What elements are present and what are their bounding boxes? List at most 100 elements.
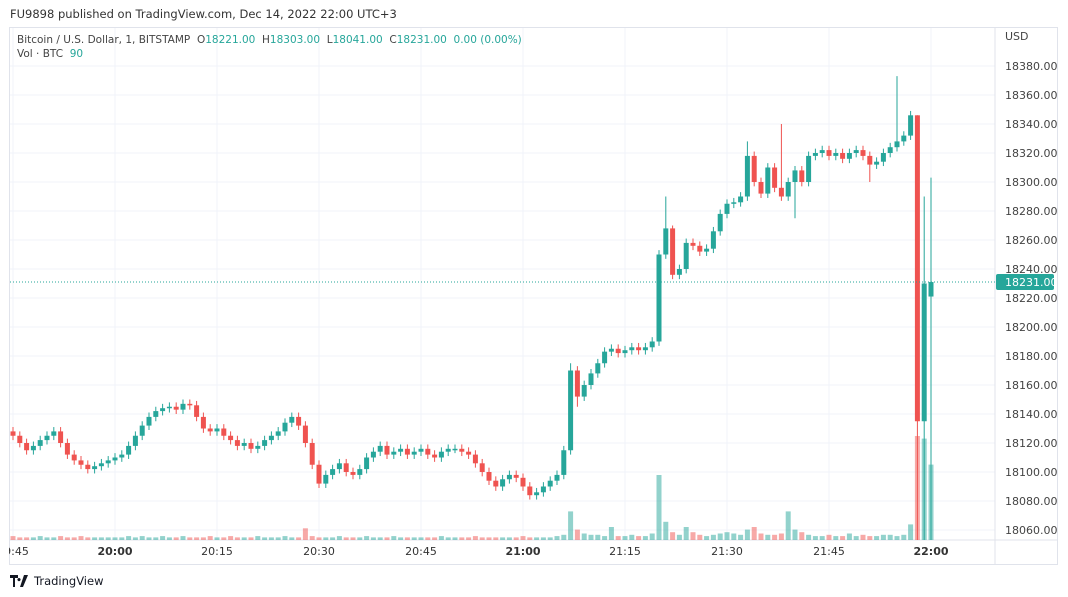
volume-bar	[493, 537, 499, 540]
candle-up	[704, 248, 710, 252]
volume-bar	[500, 537, 506, 540]
volume-bar	[642, 536, 648, 540]
candle-down	[384, 445, 390, 455]
volume-bar	[418, 537, 424, 540]
candle-down	[221, 428, 227, 436]
candle-down	[309, 443, 315, 465]
candle-up	[119, 454, 125, 458]
volume-bar	[146, 537, 152, 540]
candle-up	[765, 167, 771, 194]
volume-bar	[214, 537, 220, 540]
volume-bar	[37, 536, 43, 540]
volume-bar	[758, 533, 764, 540]
candle-down	[493, 480, 499, 487]
candle-down	[697, 245, 703, 252]
y-tick-label: 18360.00	[1005, 89, 1058, 102]
candle-up	[255, 445, 261, 449]
candle-up	[738, 196, 744, 203]
y-tick-label: 18320.00	[1005, 147, 1058, 160]
volume-bar	[330, 537, 336, 540]
volume-bar	[887, 534, 893, 540]
change-value: 0.00 (0.00%)	[453, 34, 522, 46]
volume-bar	[377, 537, 383, 540]
low-label: L	[326, 34, 333, 46]
volume-bar	[336, 536, 342, 540]
volume-label: Vol · BTC	[17, 48, 64, 60]
candle-down	[840, 153, 846, 159]
candle-up	[105, 460, 111, 464]
volume-bar	[649, 533, 655, 540]
candle-up	[901, 135, 907, 142]
volume-bar	[411, 537, 417, 540]
candle-up	[445, 448, 451, 452]
candle-up	[282, 422, 288, 432]
volume-bar	[187, 537, 193, 540]
ohlc-row: Bitcoin / U.S. Dollar, 1, BITSTAMP O1822…	[17, 33, 522, 47]
candle-down	[64, 443, 70, 455]
candle-up	[887, 147, 893, 153]
candle-up	[792, 170, 798, 182]
x-tick-label: 21:15	[609, 545, 641, 558]
candle-up	[534, 492, 540, 496]
candle-up	[874, 161, 880, 165]
volume-bar	[846, 533, 852, 540]
volume-bar	[731, 533, 737, 540]
candle-up	[153, 411, 159, 417]
candle-down	[194, 405, 200, 417]
candle-down	[670, 228, 676, 275]
volume-bar	[513, 537, 519, 540]
candle-down	[513, 474, 519, 478]
volume-bar	[309, 536, 315, 540]
volume-bar	[255, 536, 261, 540]
published-caption: FU9898 published on TradingView.com, Dec…	[10, 7, 397, 21]
candle-up	[132, 435, 138, 446]
volume-bar	[874, 536, 880, 540]
y-tick-label: 18160.00	[1005, 379, 1058, 392]
candle-up	[180, 403, 186, 410]
volume-row: Vol · BTC 90	[17, 47, 522, 61]
candle-down	[234, 440, 240, 446]
candle-down	[200, 416, 206, 429]
candle-down	[10, 431, 16, 436]
x-tick-label: 22:00	[913, 545, 948, 558]
candle-up	[289, 416, 295, 423]
symbol-title[interactable]: Bitcoin / U.S. Dollar, 1, BITSTAMP	[17, 34, 191, 46]
volume-bar	[173, 537, 179, 540]
volume-bar	[744, 529, 750, 540]
candle-up	[268, 435, 274, 441]
volume-bar	[588, 534, 594, 540]
x-tick-label: 21:45	[813, 545, 845, 558]
candle-down	[914, 115, 920, 422]
volume-bar	[901, 534, 907, 540]
volume-bar	[867, 536, 873, 540]
candle-down	[58, 431, 64, 443]
candle-up	[894, 141, 900, 148]
volume-bar	[228, 536, 234, 540]
volume-bar	[64, 537, 70, 540]
y-tick-label: 18240.00	[1005, 263, 1058, 276]
volume-bar	[221, 537, 227, 540]
tradingview-logo[interactable]: TradingView	[10, 574, 103, 588]
candle-up	[391, 451, 397, 455]
close-value: 18231.00	[396, 34, 447, 46]
volume-bar	[486, 537, 492, 540]
y-tick-label: 18380.00	[1005, 60, 1058, 73]
candle-up	[676, 269, 682, 275]
candle-up	[500, 479, 506, 487]
candle-up	[744, 155, 750, 197]
volume-bar	[676, 534, 682, 540]
volume-bar	[772, 534, 778, 540]
volume-bar	[200, 537, 206, 540]
candle-down	[228, 435, 234, 441]
volume-bar	[690, 532, 696, 540]
volume-bar	[302, 528, 308, 540]
candle-down	[860, 150, 866, 156]
volume-bar	[71, 537, 77, 540]
volume-bar	[24, 537, 30, 540]
volume-bar	[139, 536, 145, 540]
candle-down	[479, 463, 485, 472]
candle-up	[561, 450, 567, 475]
volume-bar	[547, 537, 553, 540]
candle-down	[17, 435, 23, 443]
